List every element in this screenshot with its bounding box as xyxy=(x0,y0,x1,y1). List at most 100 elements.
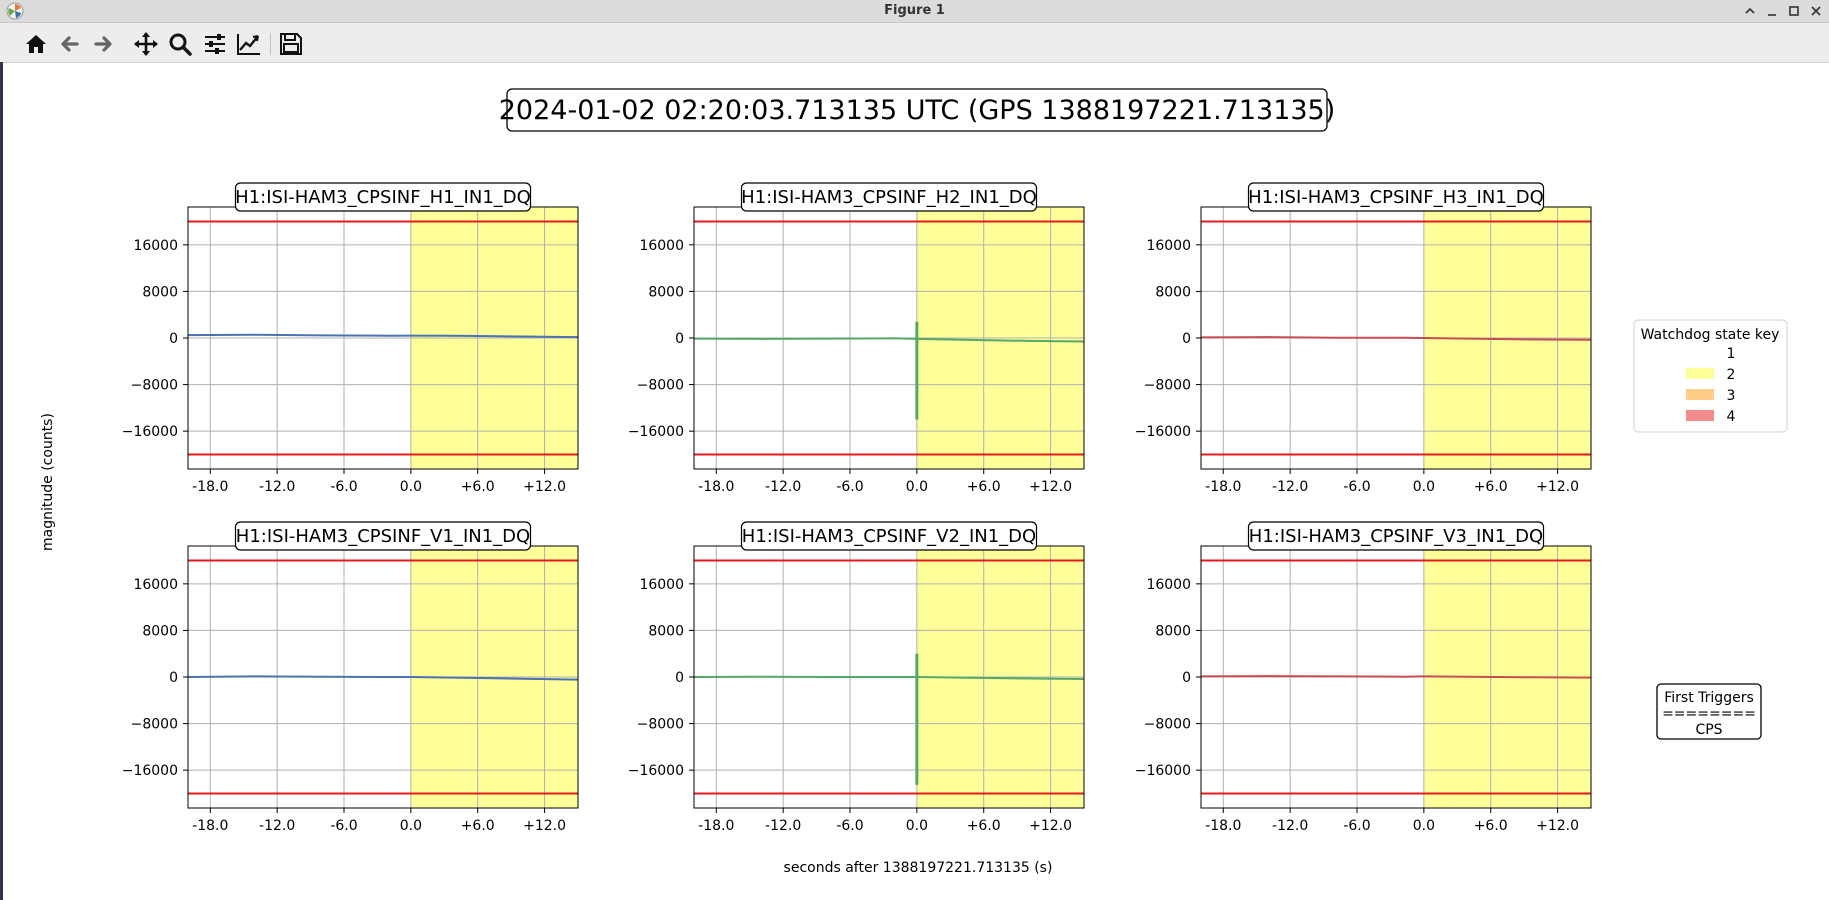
y-tick-label: −16000 xyxy=(628,763,684,779)
x-tick-label: +6.0 xyxy=(967,479,1001,495)
x-tick-label: 0.0 xyxy=(906,479,928,495)
edit-axes-icon[interactable] xyxy=(236,31,262,57)
y-tick-label: −8000 xyxy=(637,378,684,394)
y-tick-label: 0 xyxy=(1182,670,1191,686)
home-icon[interactable] xyxy=(23,31,49,57)
legend-swatch xyxy=(1686,389,1714,400)
subplot-v2[interactable]: -18.0 -12.0 -6.0 0.0 +6.0 +12.0 16000 8000 0 −800… xyxy=(628,521,1085,834)
y-tick-label: −16000 xyxy=(122,424,178,440)
y-tick-label: 8000 xyxy=(648,623,684,639)
subplot-title: H1:ISI-HAM3_CPSINF_H2_IN1_DQ xyxy=(741,187,1037,208)
x-tick-label: +6.0 xyxy=(1474,479,1508,495)
x-tick-label: -12.0 xyxy=(765,479,801,495)
legend-swatch xyxy=(1686,410,1714,421)
x-tick-label: -12.0 xyxy=(1272,818,1308,834)
y-tick-label: 16000 xyxy=(1146,577,1191,593)
expand-up-icon[interactable] xyxy=(1742,3,1758,19)
y-tick-label: 8000 xyxy=(142,284,178,300)
y-tick-label: 16000 xyxy=(1146,238,1191,254)
x-tick-label: -18.0 xyxy=(698,818,734,834)
y-tick-label: 0 xyxy=(675,331,684,347)
x-tick-label: -12.0 xyxy=(259,818,295,834)
subplot-title-box xyxy=(234,182,532,212)
x-tick-label: 0.0 xyxy=(1413,479,1435,495)
x-tick-label: 0.0 xyxy=(906,818,928,834)
legend-label: 3 xyxy=(1727,388,1736,404)
x-tick-label: +6.0 xyxy=(967,818,1001,834)
y-tick-label: 8000 xyxy=(1155,284,1191,300)
x-tick-label: +12.0 xyxy=(1029,479,1072,495)
subplot-v1[interactable]: -18.0 -12.0 -6.0 0.0 +6.0 +12.0 16000 8000 0 −800… xyxy=(122,521,579,834)
x-tick-label: -12.0 xyxy=(765,818,801,834)
configure-subplots-icon[interactable] xyxy=(202,31,228,57)
y-tick-label: 16000 xyxy=(133,577,178,593)
y-tick-label: −16000 xyxy=(1135,424,1191,440)
x-tick-label: +12.0 xyxy=(523,479,566,495)
window-title: Figure 1 xyxy=(884,3,945,18)
x-tick-label: +12.0 xyxy=(523,818,566,834)
y-tick-label: −16000 xyxy=(122,763,178,779)
subplot-title: H1:ISI-HAM3_CPSINF_V3_IN1_DQ xyxy=(1249,526,1543,547)
navigation-toolbar xyxy=(0,23,1829,63)
subplot-title-box xyxy=(1247,182,1545,212)
x-axis-label: seconds after 1388197221.713135 (s) xyxy=(784,860,1053,876)
series-line xyxy=(1200,336,1592,341)
x-tick-label: -18.0 xyxy=(1205,818,1241,834)
window-edge xyxy=(0,62,3,900)
legend-swatch xyxy=(1686,368,1714,379)
x-tick-label: +12.0 xyxy=(1029,818,1072,834)
maximize-icon[interactable] xyxy=(1786,3,1802,19)
subplot-title: H1:ISI-HAM3_CPSINF_H3_IN1_DQ xyxy=(1248,187,1544,208)
subplot-title-box xyxy=(740,182,1038,212)
figure-canvas[interactable]: 2024-01-02 02:20:03.713135 UTC (GPS 1388… xyxy=(0,62,1829,900)
figure-suptitle: 2024-01-02 02:20:03.713135 UTC (GPS 1388… xyxy=(499,95,1336,126)
y-tick-label: 0 xyxy=(675,670,684,686)
y-tick-label: −8000 xyxy=(637,717,684,733)
x-tick-label: 0.0 xyxy=(1413,818,1435,834)
y-tick-label: 8000 xyxy=(648,284,684,300)
x-tick-label: -18.0 xyxy=(1205,479,1241,495)
x-tick-label: -12.0 xyxy=(1272,479,1308,495)
pan-icon[interactable] xyxy=(133,31,159,57)
legend-label: 1 xyxy=(1727,346,1736,362)
minimize-icon[interactable] xyxy=(1764,3,1780,19)
subplot-title-box xyxy=(740,521,1038,551)
zoom-icon[interactable] xyxy=(167,31,193,57)
y-tick-label: 8000 xyxy=(142,623,178,639)
legend-label: 4 xyxy=(1727,409,1736,425)
back-icon[interactable] xyxy=(57,31,83,57)
y-tick-label: 0 xyxy=(1182,331,1191,347)
first-triggers-box: First Triggers ======== CPS xyxy=(1656,683,1762,740)
x-tick-label: -6.0 xyxy=(1343,479,1370,495)
x-tick-label: +6.0 xyxy=(461,479,495,495)
x-tick-label: 0.0 xyxy=(400,479,422,495)
y-tick-label: −8000 xyxy=(1144,378,1191,394)
watchdog-legend: Watchdog state key 1 2 3 4 xyxy=(1633,319,1788,433)
subplot-title: H1:ISI-HAM3_CPSINF_V2_IN1_DQ xyxy=(742,526,1036,547)
x-tick-label: -18.0 xyxy=(192,818,228,834)
subplot-title: H1:ISI-HAM3_CPSINF_V1_IN1_DQ xyxy=(236,526,530,547)
matplotlib-icon xyxy=(6,2,24,20)
series-line xyxy=(1200,675,1592,679)
x-tick-label: -12.0 xyxy=(259,479,295,495)
first-triggers-value: CPS xyxy=(1695,722,1722,738)
x-tick-label: -6.0 xyxy=(330,479,357,495)
subplot-h2[interactable]: -18.0 -12.0 -6.0 0.0 +6.0 +12.0 16000 8000 0 −800… xyxy=(628,182,1085,495)
y-tick-label: −8000 xyxy=(1144,717,1191,733)
x-tick-label: -6.0 xyxy=(1343,818,1370,834)
save-icon[interactable] xyxy=(278,31,304,57)
close-icon[interactable] xyxy=(1808,3,1824,19)
x-tick-label: +6.0 xyxy=(461,818,495,834)
x-tick-label: +12.0 xyxy=(1536,479,1579,495)
subplot-v3[interactable]: -18.0 -12.0 -6.0 0.0 +6.0 +12.0 16000 8000 0 −800… xyxy=(1135,521,1592,834)
forward-icon[interactable] xyxy=(90,31,116,57)
legend-title: Watchdog state key xyxy=(1641,327,1780,343)
subplot-h3[interactable]: -18.0 -12.0 -6.0 0.0 +6.0 +12.0 16000 8000 0 −800… xyxy=(1135,182,1592,495)
y-tick-label: 16000 xyxy=(639,238,684,254)
x-tick-label: 0.0 xyxy=(400,818,422,834)
y-tick-label: 16000 xyxy=(133,238,178,254)
subplot-h1[interactable]: -18.0 -12.0 -6.0 0.0 +6.0 +12.0 16000 8000 0 −800… xyxy=(122,182,579,495)
first-triggers-frame xyxy=(1656,683,1762,740)
y-tick-label: 8000 xyxy=(1155,623,1191,639)
toolbar-separator xyxy=(270,33,271,55)
